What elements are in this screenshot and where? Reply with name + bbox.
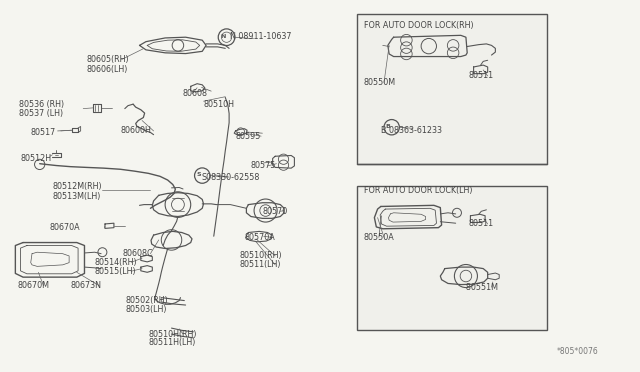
Text: 80605(RH): 80605(RH) bbox=[86, 55, 129, 64]
Text: S08330-62558: S08330-62558 bbox=[202, 173, 260, 182]
Text: B 08363-61233: B 08363-61233 bbox=[381, 126, 442, 135]
Text: 80570A: 80570A bbox=[244, 233, 275, 242]
Bar bbox=[357, 14, 547, 164]
Text: 80517: 80517 bbox=[31, 128, 56, 137]
Text: 80510(RH): 80510(RH) bbox=[239, 251, 282, 260]
Text: 80503(LH): 80503(LH) bbox=[125, 305, 167, 314]
Bar bbox=[357, 186, 547, 330]
Text: 80510H(RH): 80510H(RH) bbox=[148, 330, 197, 339]
Text: 80595: 80595 bbox=[236, 132, 261, 141]
Text: B: B bbox=[385, 124, 390, 129]
Text: 80575: 80575 bbox=[251, 161, 276, 170]
Text: 80536 (RH): 80536 (RH) bbox=[19, 100, 65, 109]
Text: N: N bbox=[220, 34, 225, 39]
Text: 80550M: 80550M bbox=[364, 78, 396, 87]
Text: FOR AUTO DOOR LOCK(RH): FOR AUTO DOOR LOCK(RH) bbox=[364, 21, 473, 30]
Text: 80570: 80570 bbox=[262, 207, 287, 216]
Text: 80537 (LH): 80537 (LH) bbox=[19, 109, 63, 118]
Text: 80512H: 80512H bbox=[20, 154, 52, 163]
Text: 80550A: 80550A bbox=[364, 233, 394, 242]
Text: 80600H: 80600H bbox=[120, 126, 151, 135]
Text: 80513M(LH): 80513M(LH) bbox=[52, 192, 101, 201]
Text: 80673N: 80673N bbox=[70, 281, 101, 290]
Text: *805*0076: *805*0076 bbox=[557, 347, 598, 356]
Text: -80551M: -80551M bbox=[464, 283, 499, 292]
Text: 80670A: 80670A bbox=[50, 223, 81, 232]
Text: 80511: 80511 bbox=[468, 219, 493, 228]
Text: N 08911-10637: N 08911-10637 bbox=[230, 32, 292, 41]
Text: 80608C: 80608C bbox=[123, 249, 154, 258]
Text: FOR AUTO DOOR LOCK(LH): FOR AUTO DOOR LOCK(LH) bbox=[364, 186, 472, 195]
Text: 80514(RH): 80514(RH) bbox=[95, 258, 138, 267]
Text: 80606(LH): 80606(LH) bbox=[86, 65, 128, 74]
Text: 80511(LH): 80511(LH) bbox=[239, 260, 281, 269]
Text: 80608: 80608 bbox=[182, 89, 207, 98]
Text: 80502(RH): 80502(RH) bbox=[125, 296, 168, 305]
Text: 80670M: 80670M bbox=[18, 281, 50, 290]
Text: 80512M(RH): 80512M(RH) bbox=[52, 182, 102, 191]
Text: 80511H(LH): 80511H(LH) bbox=[148, 339, 196, 347]
Text: S: S bbox=[196, 172, 201, 177]
Text: 80511: 80511 bbox=[468, 71, 493, 80]
Text: 80510H: 80510H bbox=[204, 100, 234, 109]
Text: 80515(LH): 80515(LH) bbox=[95, 267, 136, 276]
